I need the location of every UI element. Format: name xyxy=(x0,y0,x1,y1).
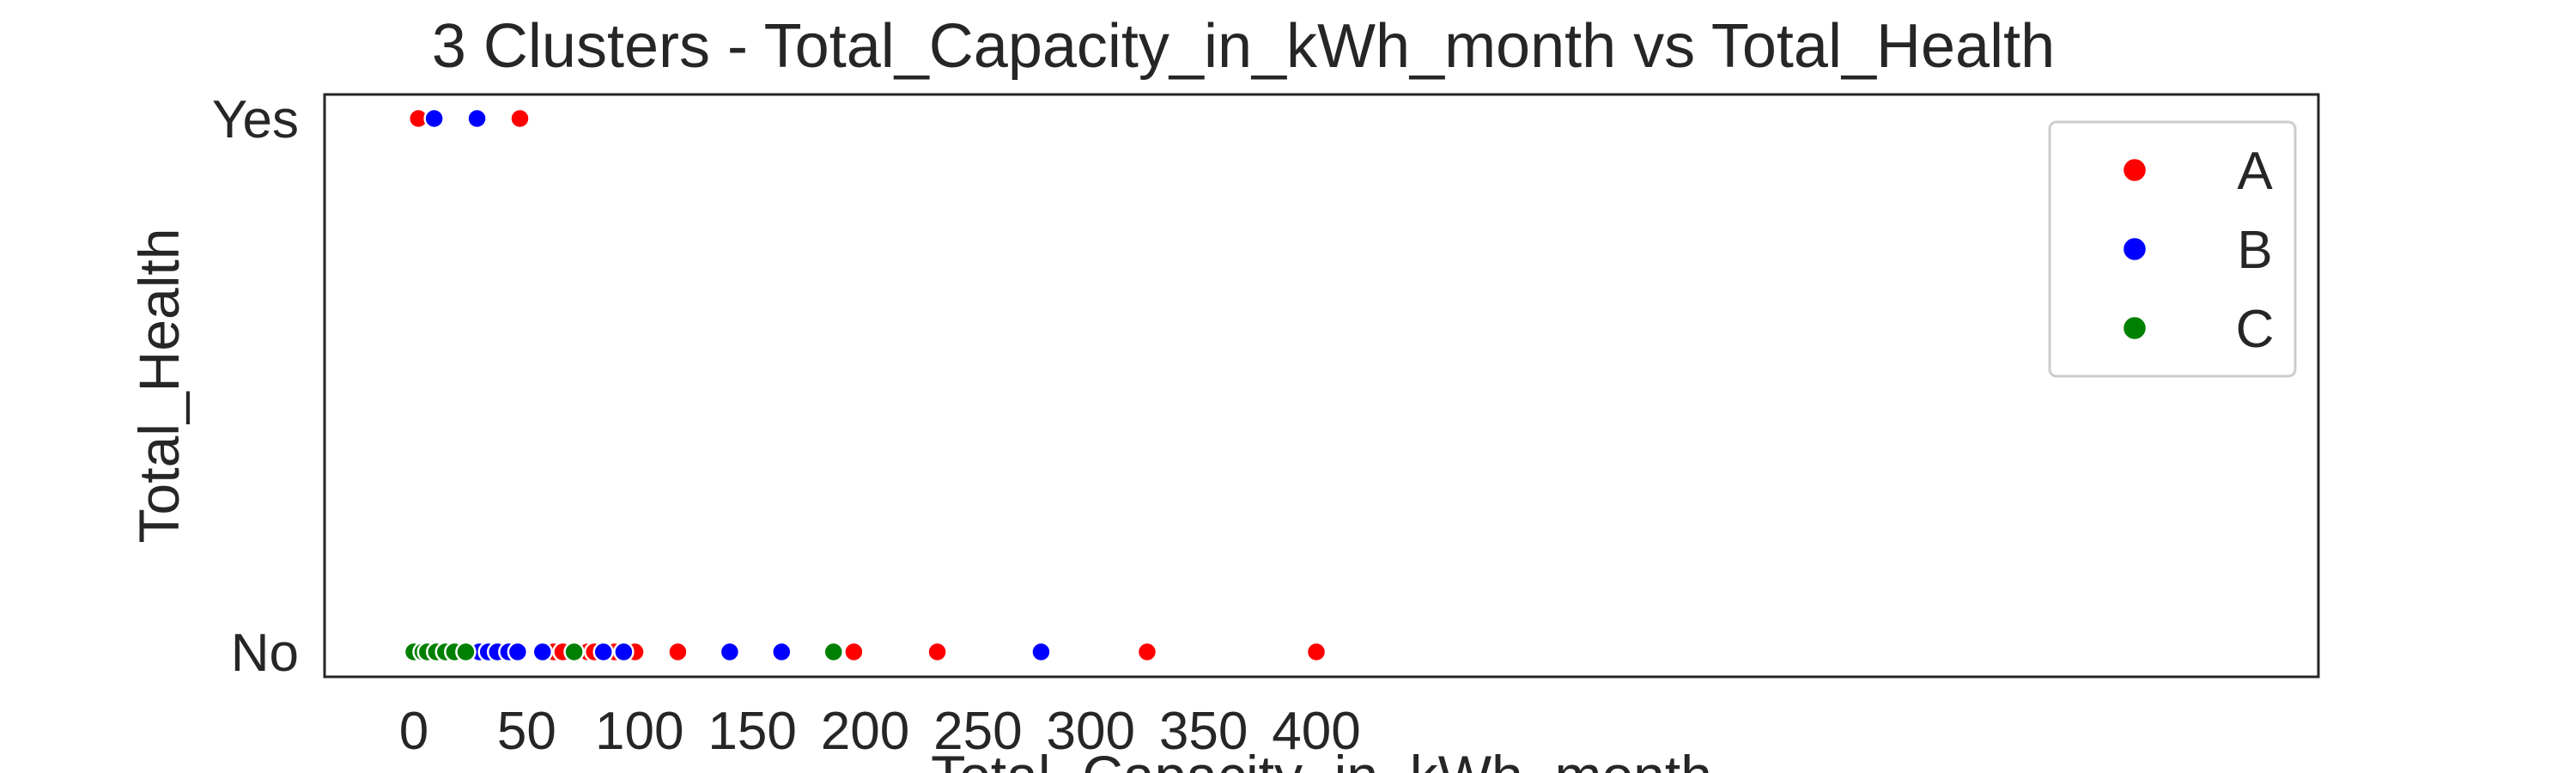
point-a xyxy=(667,641,689,663)
x-tick-label: 0 xyxy=(399,702,428,761)
point-c xyxy=(823,641,844,663)
y-tick-label: Yes xyxy=(212,90,299,149)
point-a xyxy=(1305,641,1327,663)
x-tick-label: 400 xyxy=(1272,702,1360,761)
plot-area xyxy=(323,93,2320,679)
chart-title: 3 Clusters - Total_Capacity_in_kWh_month… xyxy=(432,12,2055,81)
point-c xyxy=(563,641,585,663)
point-b xyxy=(1030,641,1052,663)
y-tick-label: No xyxy=(231,624,299,683)
x-tick-label: 250 xyxy=(933,702,1022,761)
point-b xyxy=(423,107,445,130)
point-b xyxy=(719,641,741,663)
legend-label: C xyxy=(2236,300,2275,359)
x-axis-ticks: 0 50 100 150 200 250 300 350 400 xyxy=(399,702,1361,761)
x-tick-label: 350 xyxy=(1159,702,1248,761)
point-b xyxy=(532,641,554,663)
point-a xyxy=(843,641,865,663)
x-tick-label: 200 xyxy=(821,702,909,761)
point-c xyxy=(455,641,477,663)
legend: ABC xyxy=(2048,120,2297,378)
x-tick-label: 100 xyxy=(595,702,683,761)
y-axis-label: Total_Health xyxy=(127,228,191,544)
legend-marker xyxy=(2121,156,2148,184)
legend-marker xyxy=(2121,314,2148,342)
point-b xyxy=(592,641,614,663)
x-axis-label: Total_Capacity_in_kWh_month xyxy=(931,744,1712,773)
legend-marker xyxy=(2121,235,2148,263)
point-b xyxy=(613,641,635,663)
x-tick-label: 50 xyxy=(497,702,556,761)
point-b xyxy=(507,641,529,663)
point-b xyxy=(771,641,793,663)
legend-box xyxy=(2048,120,2297,378)
point-b xyxy=(466,107,488,130)
point-a xyxy=(509,107,531,130)
x-tick-label: 300 xyxy=(1047,702,1135,761)
x-tick-label: 150 xyxy=(708,702,796,761)
legend-label: A xyxy=(2237,142,2273,201)
data-points xyxy=(403,107,1327,663)
y-axis-ticks: No Yes xyxy=(212,90,299,683)
legend-label: B xyxy=(2237,221,2272,280)
point-a xyxy=(1136,641,1158,663)
point-a xyxy=(927,641,948,663)
